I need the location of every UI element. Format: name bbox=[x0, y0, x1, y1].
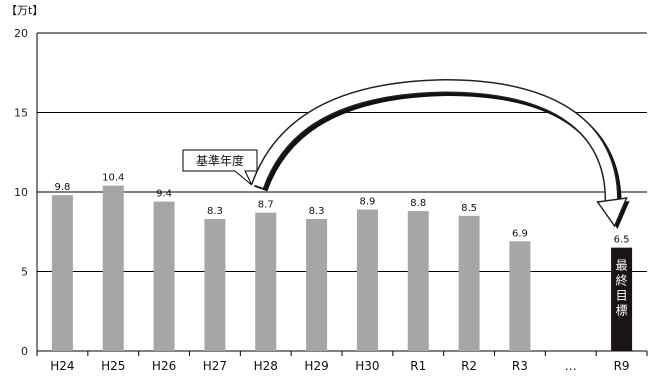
bars bbox=[51, 185, 633, 351]
target-bar bbox=[611, 247, 633, 351]
bar bbox=[356, 209, 378, 351]
data-label: 8.8 bbox=[410, 198, 426, 209]
data-label: 8.7 bbox=[258, 200, 274, 211]
data-label: 8.9 bbox=[359, 196, 375, 207]
data-label: 6.9 bbox=[512, 228, 528, 239]
bar bbox=[306, 219, 328, 351]
x-tick-label: H25 bbox=[101, 359, 125, 373]
x-tick-label: R3 bbox=[512, 359, 528, 373]
data-label: 10.4 bbox=[102, 173, 124, 184]
target-label: 最終目標 bbox=[616, 259, 628, 318]
bar bbox=[153, 201, 175, 351]
data-label: 9.8 bbox=[54, 182, 70, 193]
x-tick-label: H24 bbox=[50, 359, 74, 373]
bar bbox=[509, 241, 531, 351]
x-tick-label: H30 bbox=[355, 359, 379, 373]
arrow-head bbox=[596, 197, 628, 228]
base-year-callout-text: 基準年度 bbox=[196, 153, 244, 168]
y-axis-ticks: 0 5 10 15 20 bbox=[14, 27, 28, 358]
base-year-callout-box bbox=[182, 149, 258, 186]
x-tick-label: R9 bbox=[614, 359, 630, 373]
y-tick-label: 20 bbox=[14, 27, 28, 40]
x-tick-label: H28 bbox=[254, 359, 278, 373]
unit-label: 【万t】 bbox=[6, 4, 43, 17]
bar bbox=[255, 212, 277, 351]
bar bbox=[102, 185, 124, 351]
x-tick-label: H26 bbox=[152, 359, 176, 373]
x-tick-label: R1 bbox=[410, 359, 426, 373]
grid-lines bbox=[37, 32, 647, 352]
data-label: 8.5 bbox=[461, 203, 477, 214]
y-tick-label: 10 bbox=[14, 186, 28, 199]
data-label: 6.5 bbox=[614, 235, 630, 246]
x-tick-label: H29 bbox=[304, 359, 328, 373]
x-tick-label: R2 bbox=[461, 359, 477, 373]
x-axis-ticks: H24 H25 H26 H27 H28 H29 H30 R1 R2 R3 … R9 bbox=[50, 359, 629, 373]
annotations: 最終目標 基準年度 bbox=[182, 78, 630, 318]
bar bbox=[458, 215, 480, 351]
data-label: 8.3 bbox=[309, 206, 325, 217]
x-tick-label: H27 bbox=[203, 359, 227, 373]
y-tick-label: 15 bbox=[14, 107, 28, 120]
data-labels: 9.8 10.4 9.4 8.3 8.7 8.3 8.9 8.8 8.5 6.9 6.5 bbox=[54, 173, 629, 246]
data-label: 8.3 bbox=[207, 206, 223, 217]
arrow-shaft bbox=[252, 80, 618, 205]
y-tick-label: 5 bbox=[21, 266, 28, 279]
y-tick-label: 0 bbox=[21, 345, 28, 358]
x-tick-label: … bbox=[565, 359, 577, 373]
axes bbox=[36, 33, 648, 356]
bar bbox=[51, 195, 73, 351]
data-label: 9.4 bbox=[156, 189, 172, 200]
bar bbox=[204, 219, 226, 351]
bar bbox=[407, 211, 429, 351]
